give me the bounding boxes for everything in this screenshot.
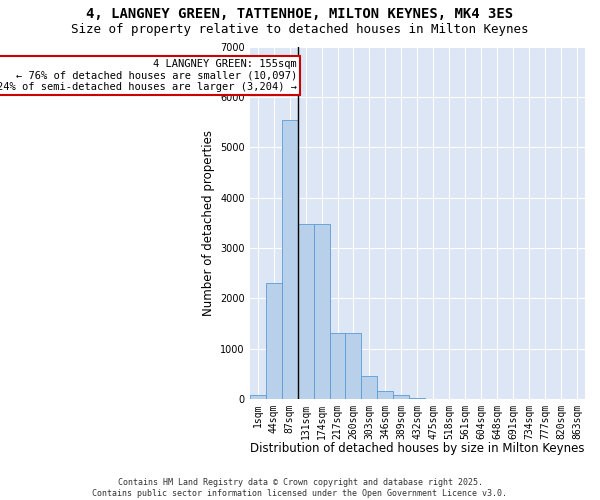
Bar (361, 376, 377, 399)
Y-axis label: Number of detached properties: Number of detached properties (202, 130, 215, 316)
Bar (329, 333, 346, 399)
Bar (314, 224, 329, 399)
Bar (394, 395, 409, 399)
Bar (346, 333, 361, 399)
X-axis label: Distribution of detached houses by size in Milton Keynes: Distribution of detached houses by size … (250, 442, 584, 455)
Bar (377, 391, 394, 399)
Text: Size of property relative to detached houses in Milton Keynes: Size of property relative to detached ho… (71, 22, 529, 36)
Bar (250, 395, 266, 399)
Bar (409, 398, 425, 399)
Bar (298, 224, 314, 399)
Text: 4, LANGNEY GREEN, TATTENHOE, MILTON KEYNES, MK4 3ES: 4, LANGNEY GREEN, TATTENHOE, MILTON KEYN… (86, 8, 514, 22)
Text: Contains HM Land Registry data © Crown copyright and database right 2025.
Contai: Contains HM Land Registry data © Crown c… (92, 478, 508, 498)
Text: 4 LANGNEY GREEN: 155sqm
← 76% of detached houses are smaller (10,097)
24% of sem: 4 LANGNEY GREEN: 155sqm ← 76% of detache… (0, 59, 297, 92)
Bar (266, 284, 281, 399)
Bar (281, 120, 298, 399)
